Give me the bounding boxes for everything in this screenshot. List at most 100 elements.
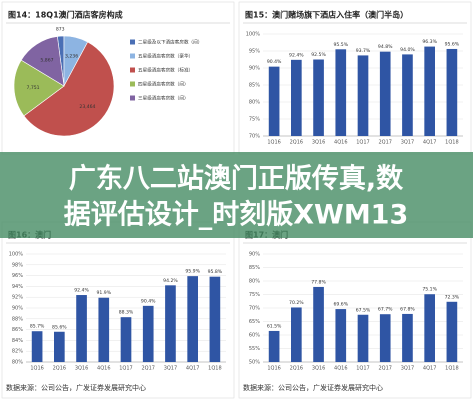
bar bbox=[120, 317, 132, 362]
y-tick-label: 60% bbox=[249, 333, 260, 339]
data-label: 69.6% bbox=[333, 302, 348, 308]
x-tick-label: 2Q16 bbox=[290, 140, 303, 146]
data-label: 77.8% bbox=[311, 279, 326, 285]
data-label: 92.4% bbox=[289, 52, 304, 58]
bar bbox=[379, 314, 391, 362]
x-tick-label: 4Q17 bbox=[423, 366, 436, 372]
y-tick-label: 100% bbox=[246, 32, 261, 38]
chart-title: 图14：18Q1澳门酒店客房构成 bbox=[8, 10, 123, 20]
overlay-text: 广东八二站澳门正版传真,数 bbox=[69, 163, 404, 195]
data-label: 93.7% bbox=[356, 48, 371, 54]
bar bbox=[142, 305, 154, 362]
bar bbox=[54, 331, 65, 362]
data-label: 91.9% bbox=[96, 290, 111, 296]
data-label: 96.3% bbox=[422, 39, 437, 45]
bar bbox=[291, 307, 302, 362]
x-tick-label: 1Q17 bbox=[356, 366, 369, 372]
bar bbox=[313, 59, 324, 136]
y-tick-label: 85% bbox=[249, 265, 260, 271]
data-label: 90.4% bbox=[267, 59, 282, 65]
x-tick-label: 3Q17 bbox=[164, 366, 177, 372]
bar bbox=[31, 331, 43, 362]
slice-label: 873 bbox=[56, 27, 65, 33]
legend-swatch bbox=[130, 95, 135, 101]
data-label: 70.2% bbox=[289, 300, 304, 306]
x-tick-label: 1Q18 bbox=[445, 140, 458, 146]
bar bbox=[268, 66, 280, 136]
data-label: 90.4% bbox=[141, 298, 156, 304]
bar bbox=[313, 286, 324, 362]
legend-label: 三星级酒店客房数（间） bbox=[138, 95, 189, 102]
y-tick-label: 95% bbox=[249, 49, 260, 55]
y-tick-label: 85% bbox=[249, 83, 260, 89]
x-tick-label: 2Q17 bbox=[378, 366, 391, 372]
data-label: 67.8% bbox=[400, 306, 415, 312]
y-tick-label: 50% bbox=[249, 360, 260, 366]
data-label: 85.6% bbox=[52, 324, 67, 330]
x-tick-label: 1Q18 bbox=[208, 366, 221, 372]
data-label: 94.0% bbox=[400, 47, 415, 53]
overlay-banner bbox=[0, 152, 473, 238]
y-tick-label: 65% bbox=[249, 319, 260, 325]
x-tick-label: 1Q17 bbox=[356, 140, 369, 146]
x-tick-label: 1Q17 bbox=[119, 366, 132, 372]
data-label: 88.3% bbox=[119, 310, 134, 316]
bar bbox=[165, 285, 176, 362]
x-tick-label: 2Q17 bbox=[378, 140, 391, 146]
pie-slice bbox=[13, 59, 65, 117]
data-label: 95.5% bbox=[333, 42, 348, 48]
slice-label: 23,464 bbox=[79, 104, 95, 110]
data-label: 61.5% bbox=[267, 323, 282, 329]
x-tick-label: 3Q17 bbox=[401, 140, 414, 146]
data-label: 92.5% bbox=[311, 52, 326, 58]
data-label: 95.9% bbox=[185, 269, 200, 275]
x-tick-label: 4Q16 bbox=[334, 140, 347, 146]
y-tick-label: 80% bbox=[249, 100, 260, 106]
x-tick-label: 2Q16 bbox=[290, 366, 303, 372]
bar bbox=[357, 55, 369, 136]
x-tick-label: 2Q16 bbox=[53, 366, 66, 372]
x-tick-label: 1Q16 bbox=[267, 366, 280, 372]
bar bbox=[357, 314, 369, 362]
bar bbox=[424, 294, 435, 362]
y-tick-label: 100% bbox=[9, 252, 24, 258]
bar bbox=[424, 46, 435, 136]
x-tick-label: 4Q16 bbox=[334, 366, 347, 372]
data-label: 95.8% bbox=[208, 269, 223, 275]
x-tick-label: 1Q16 bbox=[267, 140, 280, 146]
bar bbox=[291, 59, 302, 137]
bar bbox=[209, 276, 221, 362]
data-label: 92.4% bbox=[74, 288, 89, 294]
y-tick-label: 98% bbox=[12, 262, 23, 268]
data-label: 72.3% bbox=[445, 294, 460, 300]
bar bbox=[446, 301, 458, 362]
bar bbox=[402, 313, 413, 362]
data-label: 94.8% bbox=[378, 44, 393, 50]
pie-slice bbox=[23, 41, 115, 137]
y-tick-label: 92% bbox=[12, 295, 23, 301]
y-tick-label: 86% bbox=[12, 327, 23, 333]
slice-label: 3,236 bbox=[65, 53, 78, 59]
y-tick-label: 70% bbox=[249, 134, 260, 140]
data-label: 67.5% bbox=[356, 307, 371, 313]
legend-swatch bbox=[130, 53, 135, 59]
legend-label: 五星级酒店客房数（标准） bbox=[138, 67, 193, 74]
x-tick-label: 4Q17 bbox=[186, 366, 199, 372]
legend-label: 五星级酒店客房数（豪华） bbox=[138, 53, 193, 60]
y-tick-label: 90% bbox=[249, 252, 260, 258]
legend-label: 二星级及以下酒店客房数（间） bbox=[138, 39, 202, 46]
bar bbox=[379, 51, 391, 136]
x-tick-label: 4Q17 bbox=[423, 140, 436, 146]
chart-title: 图15：澳门赌场旗下酒店入住率（澳门半岛） bbox=[245, 10, 408, 20]
slice-label: 5,867 bbox=[40, 58, 53, 64]
y-tick-label: 82% bbox=[12, 349, 23, 355]
x-tick-label: 3Q16 bbox=[75, 366, 88, 372]
bar bbox=[446, 48, 458, 136]
bar bbox=[98, 297, 110, 362]
y-tick-label: 96% bbox=[12, 273, 23, 279]
x-tick-label: 2Q17 bbox=[141, 366, 154, 372]
y-tick-label: 88% bbox=[12, 316, 23, 322]
data-label: 94.2% bbox=[163, 278, 178, 284]
y-tick-label: 84% bbox=[12, 338, 23, 344]
